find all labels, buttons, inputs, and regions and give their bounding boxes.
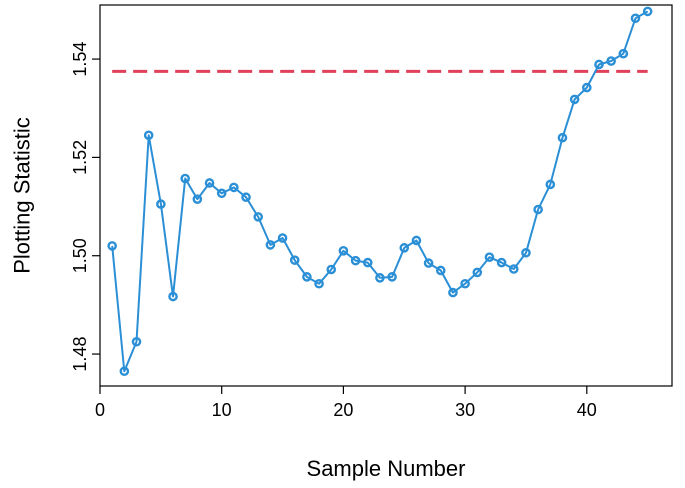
series-group	[107, 6, 653, 377]
data-point	[338, 246, 349, 256]
data-point	[411, 235, 422, 246]
data-point	[606, 56, 616, 66]
data-point	[508, 264, 519, 274]
data-point	[131, 336, 142, 347]
data-point	[216, 188, 227, 199]
data-point	[241, 192, 251, 203]
data-point	[642, 6, 653, 17]
data-point	[107, 241, 117, 251]
data-point	[594, 59, 604, 70]
y-tick-label: 1.48	[70, 337, 90, 372]
data-point	[557, 132, 568, 143]
x-tick-label: 0	[95, 400, 105, 420]
series-line	[111, 10, 649, 373]
data-point	[143, 130, 154, 141]
data-point	[265, 240, 276, 250]
y-tick-label: 1.54	[70, 42, 90, 77]
data-point	[119, 366, 130, 377]
data-point	[204, 178, 215, 188]
data-point	[484, 252, 495, 262]
data-point	[375, 273, 385, 283]
data-point	[435, 265, 446, 276]
data-point	[180, 173, 190, 184]
data-point	[156, 199, 166, 209]
y-tick-label: 1.52	[70, 140, 90, 175]
data-point	[448, 287, 458, 298]
data-point	[521, 247, 531, 258]
y-tick-label: 1.50	[70, 238, 90, 273]
x-tick-label: 20	[333, 400, 353, 420]
data-point	[399, 243, 410, 253]
x-tick-label: 30	[455, 400, 475, 420]
plot-frame	[99, 4, 673, 387]
data-point	[192, 194, 203, 204]
data-point	[496, 257, 507, 268]
data-point	[277, 233, 288, 243]
data-point	[168, 291, 178, 302]
data-point	[582, 82, 592, 93]
x-tick-label: 40	[577, 400, 597, 420]
data-point	[289, 255, 300, 265]
y-axis-label: Plotting Statistic	[10, 117, 35, 274]
x-axis-label: Sample Number	[307, 456, 466, 481]
data-point	[362, 257, 373, 268]
axes: 0 10 20 30 40 1.48 1.50 1.52 1.54	[70, 4, 673, 420]
data-point	[326, 264, 337, 275]
data-point	[350, 255, 361, 266]
data-point	[302, 272, 312, 282]
data-point	[618, 48, 629, 59]
data-point	[314, 278, 324, 289]
data-point	[253, 212, 264, 222]
x-tick-label: 10	[212, 400, 232, 420]
data-point	[460, 278, 470, 289]
data-point	[569, 94, 580, 105]
data-point	[630, 13, 641, 24]
data-point	[387, 272, 397, 282]
data-point	[229, 182, 239, 193]
data-point	[423, 258, 434, 268]
data-point	[533, 204, 543, 215]
data-point	[545, 179, 556, 190]
data-point	[472, 267, 483, 278]
